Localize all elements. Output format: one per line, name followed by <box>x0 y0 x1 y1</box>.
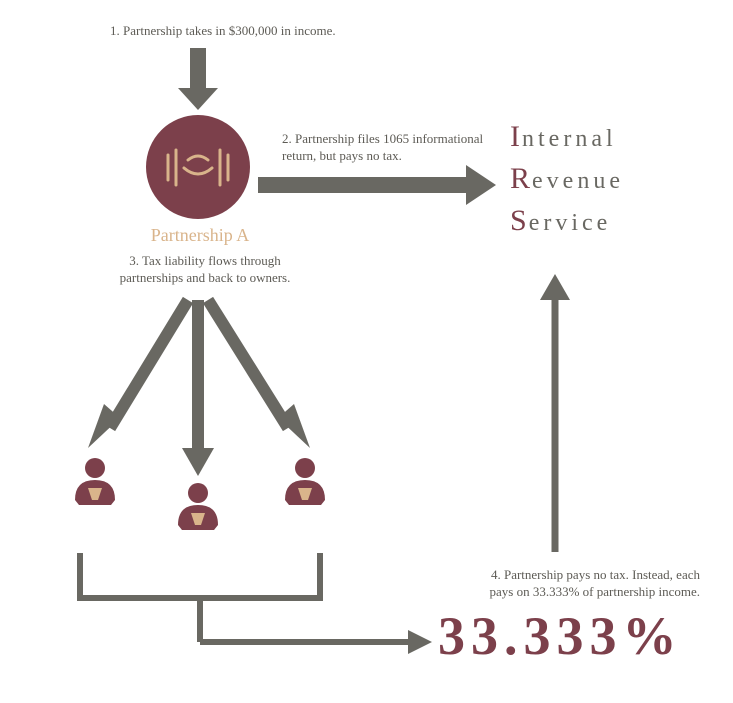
step-2-text-line1: 2. Partnership files 1065 informational <box>282 130 483 148</box>
step-4-text-line2: pays on 33.333% of partnership income. <box>440 583 700 601</box>
step-4-text-line1: 4. Partnership pays no tax. Instead, eac… <box>440 566 700 584</box>
irs-rest-2: evenue <box>532 168 624 194</box>
owners-bracket <box>80 553 432 654</box>
arrow-fan-right <box>208 300 310 448</box>
irs-block: Internal Revenue Service <box>510 120 624 238</box>
irs-initial-i: I <box>510 120 520 154</box>
irs-rest-1: nternal <box>522 126 617 152</box>
irs-line-2: Revenue <box>510 162 624 196</box>
step-1-text: 1. Partnership takes in $300,000 in inco… <box>110 22 336 40</box>
irs-initial-s: S <box>510 204 527 238</box>
irs-rest-3: ervice <box>529 210 612 236</box>
person-icon-1 <box>75 458 115 505</box>
percent-value: 33.333% <box>438 605 683 667</box>
arrow-fan-left <box>88 300 188 448</box>
arrow-income-down <box>178 48 218 110</box>
irs-line-1: Internal <box>510 120 624 154</box>
arrow-fan-middle <box>182 300 214 476</box>
arrow-up-to-irs <box>540 274 570 552</box>
irs-initial-r: R <box>510 162 530 196</box>
irs-line-3: Service <box>510 204 624 238</box>
step-3-text-line1: 3. Tax liability flows through <box>120 252 290 270</box>
person-icon-3 <box>285 458 325 505</box>
partnership-circle <box>146 115 250 219</box>
step-2-text-line2: return, but pays no tax. <box>282 147 402 165</box>
partnership-label: Partnership A <box>140 225 260 246</box>
person-icon-2 <box>178 483 218 530</box>
arrow-to-irs <box>258 165 496 205</box>
step-3-text-line2: partnerships and back to owners. <box>110 269 300 287</box>
